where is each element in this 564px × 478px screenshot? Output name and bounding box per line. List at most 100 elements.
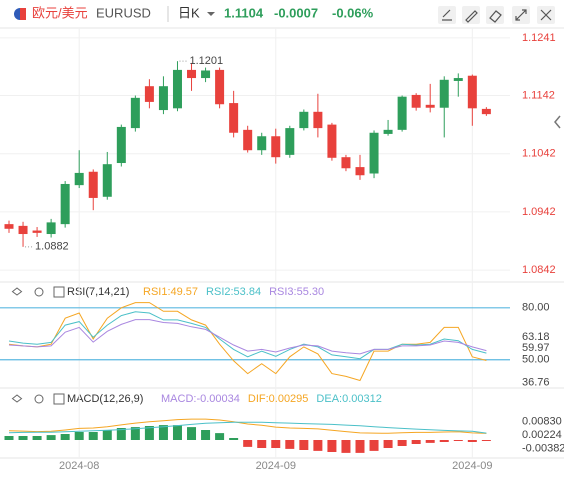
candle-body bbox=[271, 136, 281, 158]
macd-bar bbox=[271, 440, 281, 448]
rsi-title: RSI(7,14,21) bbox=[67, 286, 129, 298]
change: -0.0007 bbox=[274, 5, 318, 20]
fullscreen-button[interactable] bbox=[512, 6, 530, 24]
macd-bar bbox=[327, 440, 337, 452]
candle-body bbox=[439, 79, 449, 108]
y-tick-label: 0.00830 bbox=[522, 415, 562, 427]
candle-body bbox=[369, 132, 379, 174]
macd-bar bbox=[172, 425, 182, 440]
candle-body bbox=[187, 69, 197, 79]
candle-body bbox=[355, 167, 365, 176]
macd-bar bbox=[46, 435, 56, 440]
candle-body bbox=[172, 69, 182, 109]
period[interactable]: 日K bbox=[178, 5, 200, 20]
collapse-icon[interactable] bbox=[11, 287, 23, 296]
annotation: 1.1201 bbox=[189, 55, 223, 67]
dropdown-arrow[interactable] bbox=[207, 12, 215, 16]
x-tick-label: 2024-09 bbox=[452, 460, 492, 472]
legend-entry: RSI2:53.84 bbox=[206, 286, 261, 298]
collapse-arrow[interactable] bbox=[554, 115, 561, 129]
candle-body bbox=[215, 69, 225, 105]
legend-entry: DIF:0.00295 bbox=[248, 393, 309, 405]
y-tick-label: 1.1241 bbox=[522, 32, 556, 44]
macd-bar bbox=[229, 438, 239, 440]
candle-body bbox=[299, 111, 309, 129]
candle-body bbox=[383, 129, 393, 134]
annotation: 1.0882 bbox=[35, 241, 69, 253]
pair-name: 欧元/美元 bbox=[32, 5, 88, 20]
y-tick-label: 1.0842 bbox=[522, 264, 556, 276]
legend-entry: MACD:-0.00034 bbox=[161, 393, 240, 405]
settings-icon[interactable] bbox=[34, 394, 44, 404]
macd-bar bbox=[130, 427, 140, 440]
candle-body bbox=[88, 171, 98, 198]
macd-line bbox=[8, 418, 487, 434]
macd-bar bbox=[116, 428, 126, 440]
y-tick-label: 63.18 bbox=[522, 331, 550, 343]
y-tick-label: 59.97 bbox=[522, 342, 550, 354]
candle-body bbox=[229, 103, 239, 133]
macd-bar bbox=[215, 433, 225, 440]
macd-bar bbox=[74, 432, 84, 440]
macd-bar bbox=[467, 440, 477, 442]
x-tick-label: 2024-09 bbox=[256, 460, 296, 472]
candle-body bbox=[397, 96, 407, 130]
macd-line bbox=[8, 421, 487, 434]
candle-body bbox=[18, 225, 28, 235]
candle-body bbox=[341, 157, 351, 169]
candle-body bbox=[116, 126, 126, 164]
y-tick-label: 0.00224 bbox=[522, 429, 562, 441]
candle-body bbox=[285, 128, 295, 155]
candle-body bbox=[74, 172, 84, 186]
candle-body bbox=[158, 86, 168, 111]
flag-icon bbox=[14, 8, 26, 20]
macd-bar bbox=[383, 440, 393, 448]
add-icon[interactable] bbox=[53, 286, 65, 298]
symbol: EURUSD bbox=[96, 5, 151, 20]
candle-body bbox=[102, 164, 112, 197]
macd-bar bbox=[257, 440, 267, 448]
macd-title: MACD(12,26,9) bbox=[67, 393, 143, 405]
candle-body bbox=[453, 78, 463, 81]
candle-body bbox=[144, 86, 154, 102]
y-tick-label: 36.76 bbox=[522, 377, 550, 389]
x-tick-label: 2024-08 bbox=[59, 460, 99, 472]
macd-bar bbox=[285, 440, 295, 449]
erase-tool-button[interactable] bbox=[486, 6, 504, 24]
candle-body bbox=[411, 94, 421, 108]
settings-icon[interactable] bbox=[34, 287, 44, 297]
macd-bar bbox=[369, 440, 379, 451]
macd-bar bbox=[411, 440, 421, 444]
legend-entry: RSI1:49.57 bbox=[143, 286, 198, 298]
rsi-line bbox=[8, 311, 487, 360]
collapse-icon[interactable] bbox=[11, 394, 23, 403]
macd-bar bbox=[341, 440, 351, 453]
candle-body bbox=[4, 224, 14, 229]
macd-bar bbox=[60, 434, 70, 440]
macd-bar bbox=[453, 440, 463, 441]
candle-body bbox=[46, 222, 56, 235]
macd-bar bbox=[243, 440, 253, 447]
macd-bar bbox=[299, 440, 309, 450]
pen-tool-button[interactable] bbox=[462, 6, 480, 24]
macd-bar bbox=[88, 432, 98, 440]
draw-tool-button[interactable] bbox=[438, 6, 456, 24]
add-icon[interactable] bbox=[53, 393, 65, 405]
candle-body bbox=[257, 136, 267, 151]
candle-body bbox=[467, 75, 477, 109]
candle-body bbox=[327, 124, 337, 158]
y-tick-label: 1.0942 bbox=[522, 206, 556, 218]
macd-bar bbox=[425, 440, 435, 443]
close-button[interactable] bbox=[537, 6, 555, 24]
macd-bar bbox=[32, 436, 42, 440]
candle-body bbox=[32, 230, 42, 233]
macd-bar bbox=[313, 440, 323, 451]
legend-entry: DEA:0.00312 bbox=[316, 393, 381, 405]
candle-body bbox=[201, 70, 211, 79]
macd-bar bbox=[187, 427, 197, 440]
macd-bar bbox=[102, 430, 112, 440]
candle-body bbox=[481, 108, 491, 115]
candle-body bbox=[425, 104, 435, 108]
